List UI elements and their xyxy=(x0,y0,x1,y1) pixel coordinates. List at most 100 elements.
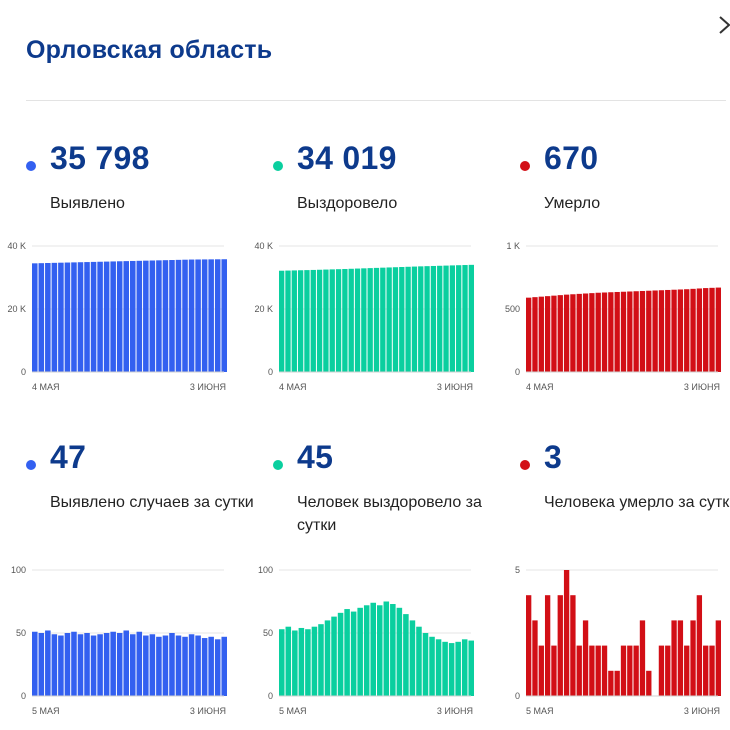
bar xyxy=(208,636,214,696)
bar xyxy=(291,270,297,372)
bar xyxy=(201,638,208,696)
bar xyxy=(392,267,399,372)
bar xyxy=(418,266,424,372)
bar xyxy=(386,267,392,372)
y-tick-label: 20 K xyxy=(7,304,26,314)
bar xyxy=(344,609,350,696)
bar xyxy=(639,620,646,696)
deaths-total-label: Умерло xyxy=(544,195,601,212)
bar xyxy=(298,627,305,696)
bar xyxy=(422,633,429,696)
bar xyxy=(557,295,563,372)
y-tick-label: 100 xyxy=(11,565,26,575)
recovered-daily-stat: 45 Человек выздоровело за сутки xyxy=(273,439,503,539)
bar xyxy=(182,636,188,696)
x-tick-label-end: 3 ИЮНЯ xyxy=(190,382,226,392)
bar xyxy=(468,640,474,696)
bar xyxy=(103,633,110,696)
bar xyxy=(188,634,195,696)
bar xyxy=(563,570,570,696)
detected-daily-chart: 0 50 100 5 МАЯ 3 ИЮНЯ xyxy=(11,565,227,716)
bar xyxy=(169,260,175,372)
y-tick-label: 0 xyxy=(515,367,520,377)
bar xyxy=(383,601,390,696)
bar xyxy=(709,287,715,372)
bar xyxy=(90,635,97,696)
legend-dot-icon xyxy=(273,161,283,171)
bar xyxy=(442,641,448,696)
bar xyxy=(123,630,129,696)
recovered-total-number: 34 019 xyxy=(297,140,397,176)
bar xyxy=(348,268,354,372)
bar xyxy=(595,645,601,696)
bar xyxy=(361,268,367,372)
x-tick-label-end: 3 ИЮНЯ xyxy=(190,706,226,716)
header-divider xyxy=(26,100,726,101)
bar xyxy=(449,265,456,372)
bar xyxy=(38,633,45,696)
bar xyxy=(582,620,589,696)
bar xyxy=(443,265,449,372)
bar xyxy=(331,616,337,696)
bar xyxy=(350,611,357,696)
bar xyxy=(557,595,563,696)
bar xyxy=(380,267,386,372)
bar xyxy=(373,267,380,372)
bar xyxy=(77,634,84,696)
bar xyxy=(608,292,614,372)
bar xyxy=(370,602,376,696)
bar xyxy=(169,633,175,696)
bar xyxy=(563,294,570,372)
bar xyxy=(318,624,324,696)
y-tick-label: 50 xyxy=(263,628,273,638)
bar xyxy=(646,670,652,696)
page-title: Орловская область xyxy=(26,36,273,64)
bar xyxy=(304,270,310,372)
bar xyxy=(51,262,58,372)
bar xyxy=(646,290,652,372)
bar xyxy=(409,620,416,696)
bar xyxy=(136,631,143,696)
bar xyxy=(703,288,709,372)
bar xyxy=(335,269,342,372)
legend-dot-icon xyxy=(273,460,283,470)
bar xyxy=(462,265,468,372)
recovered-daily-number: 45 xyxy=(297,439,334,475)
bar xyxy=(677,620,684,696)
bar xyxy=(377,605,383,696)
chevron-right-icon[interactable] xyxy=(716,14,730,36)
bar xyxy=(329,269,335,372)
bar xyxy=(390,604,396,696)
x-tick-label-start: 4 МАЯ xyxy=(279,382,307,392)
bar xyxy=(582,293,589,372)
y-tick-label: 20 K xyxy=(254,304,273,314)
bar xyxy=(614,670,620,696)
bar xyxy=(456,265,462,372)
bar xyxy=(658,645,665,696)
bar xyxy=(162,635,169,696)
legend-dot-icon xyxy=(520,460,530,470)
bar xyxy=(601,645,608,696)
bar xyxy=(32,263,38,372)
bar xyxy=(58,262,64,372)
bar xyxy=(279,270,285,372)
bar xyxy=(461,639,468,696)
recovered-total-chart: 0 20 K 40 K 4 МАЯ 3 ИЮНЯ xyxy=(254,241,474,392)
deaths-total-number: 670 xyxy=(544,140,599,176)
detected-total-label: Выявлено xyxy=(50,195,125,212)
bar xyxy=(110,631,116,696)
bar xyxy=(130,634,136,696)
bar xyxy=(399,267,405,372)
bar xyxy=(526,595,532,696)
x-tick-label-start: 4 МАЯ xyxy=(526,382,554,392)
bar xyxy=(77,262,84,372)
y-tick-label: 5 xyxy=(515,565,520,575)
deaths-daily-number: 3 xyxy=(544,439,563,475)
bar xyxy=(570,595,576,696)
legend-dot-icon xyxy=(26,161,36,171)
x-tick-label-start: 5 МАЯ xyxy=(32,706,60,716)
bar xyxy=(665,645,671,696)
y-tick-label: 500 xyxy=(505,304,520,314)
y-tick-label: 40 K xyxy=(7,241,26,251)
bar xyxy=(405,266,411,372)
